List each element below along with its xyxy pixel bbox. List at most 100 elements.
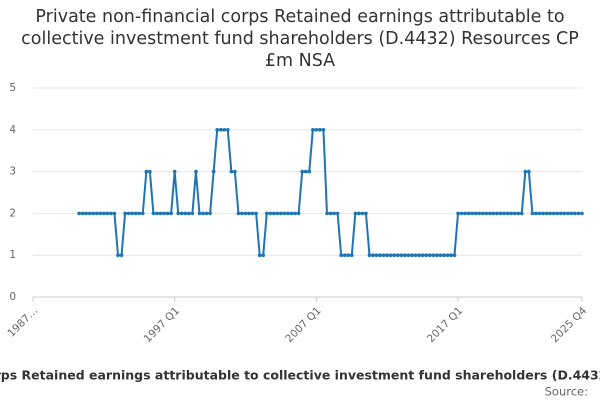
series-line	[79, 128, 582, 257]
point	[247, 211, 251, 216]
point	[360, 211, 365, 216]
point	[544, 211, 549, 216]
point	[116, 253, 120, 257]
point	[427, 253, 432, 257]
point	[424, 253, 428, 257]
point	[233, 169, 237, 174]
point	[105, 211, 110, 216]
point	[339, 253, 343, 257]
point	[558, 211, 563, 216]
point	[392, 253, 397, 257]
point	[346, 253, 351, 257]
point	[509, 211, 513, 216]
point	[126, 211, 131, 216]
point	[342, 253, 347, 257]
chart-title: Private non-financial corps Retained ear…	[21, 7, 579, 71]
point	[566, 211, 570, 216]
point	[183, 211, 188, 216]
y-tick-label: 4	[9, 124, 16, 136]
point	[264, 211, 269, 216]
point	[300, 169, 304, 174]
point	[374, 253, 379, 257]
point	[353, 211, 358, 216]
point	[456, 211, 460, 216]
source: Source:	[545, 385, 588, 399]
point	[516, 211, 521, 216]
point	[484, 211, 489, 216]
point	[137, 211, 142, 216]
y-tick-label: 2	[9, 207, 16, 219]
point	[208, 211, 212, 216]
x-tick-label: 1997 Q1	[142, 305, 182, 345]
point	[286, 211, 290, 216]
point	[527, 169, 531, 174]
point	[551, 211, 556, 216]
point	[388, 253, 393, 257]
point	[194, 169, 198, 174]
point	[204, 211, 209, 216]
point	[381, 253, 386, 257]
x-tick-label: 2017 Q1	[425, 305, 465, 345]
point	[172, 169, 177, 174]
point	[275, 211, 280, 216]
point	[502, 211, 506, 216]
point	[555, 211, 560, 216]
point	[226, 128, 230, 132]
point	[112, 211, 117, 216]
y-tick-label: 3	[9, 166, 16, 178]
point	[399, 253, 404, 257]
y-tick-label: 5	[9, 82, 16, 94]
point	[371, 253, 375, 257]
point	[179, 211, 184, 216]
point	[548, 211, 552, 216]
x-tick-label: 2025 Q4	[549, 305, 590, 346]
point	[530, 211, 535, 216]
point	[222, 128, 227, 132]
point	[261, 253, 266, 257]
point	[296, 211, 301, 216]
point	[573, 211, 577, 216]
y-tick-label: 0	[9, 291, 16, 303]
point	[197, 211, 202, 216]
point	[328, 211, 333, 216]
point	[289, 211, 294, 216]
point	[254, 211, 258, 216]
point	[473, 211, 478, 216]
point	[364, 211, 368, 216]
point	[495, 211, 499, 216]
point	[396, 253, 400, 257]
x-tick-label: 1987…	[5, 305, 40, 340]
point	[130, 211, 134, 216]
point	[215, 128, 219, 132]
point	[512, 211, 517, 216]
point	[158, 211, 163, 216]
point	[91, 211, 96, 216]
point	[325, 211, 329, 216]
point	[445, 253, 450, 257]
point	[162, 211, 166, 216]
point	[109, 211, 113, 216]
point	[576, 211, 581, 216]
point	[335, 211, 340, 216]
point	[410, 253, 414, 257]
point	[417, 253, 421, 257]
point	[332, 211, 336, 216]
point	[534, 211, 538, 216]
point	[240, 211, 244, 216]
point	[165, 211, 170, 216]
y-tick-label: 1	[9, 249, 16, 261]
point	[80, 211, 85, 216]
point	[155, 211, 159, 216]
point	[367, 253, 372, 257]
point	[562, 211, 567, 216]
point	[470, 211, 475, 216]
point	[218, 128, 223, 132]
point	[349, 253, 354, 257]
point	[272, 211, 276, 216]
point	[236, 211, 241, 216]
point	[459, 211, 464, 216]
point	[378, 253, 382, 257]
point	[321, 128, 326, 132]
point	[463, 211, 467, 216]
